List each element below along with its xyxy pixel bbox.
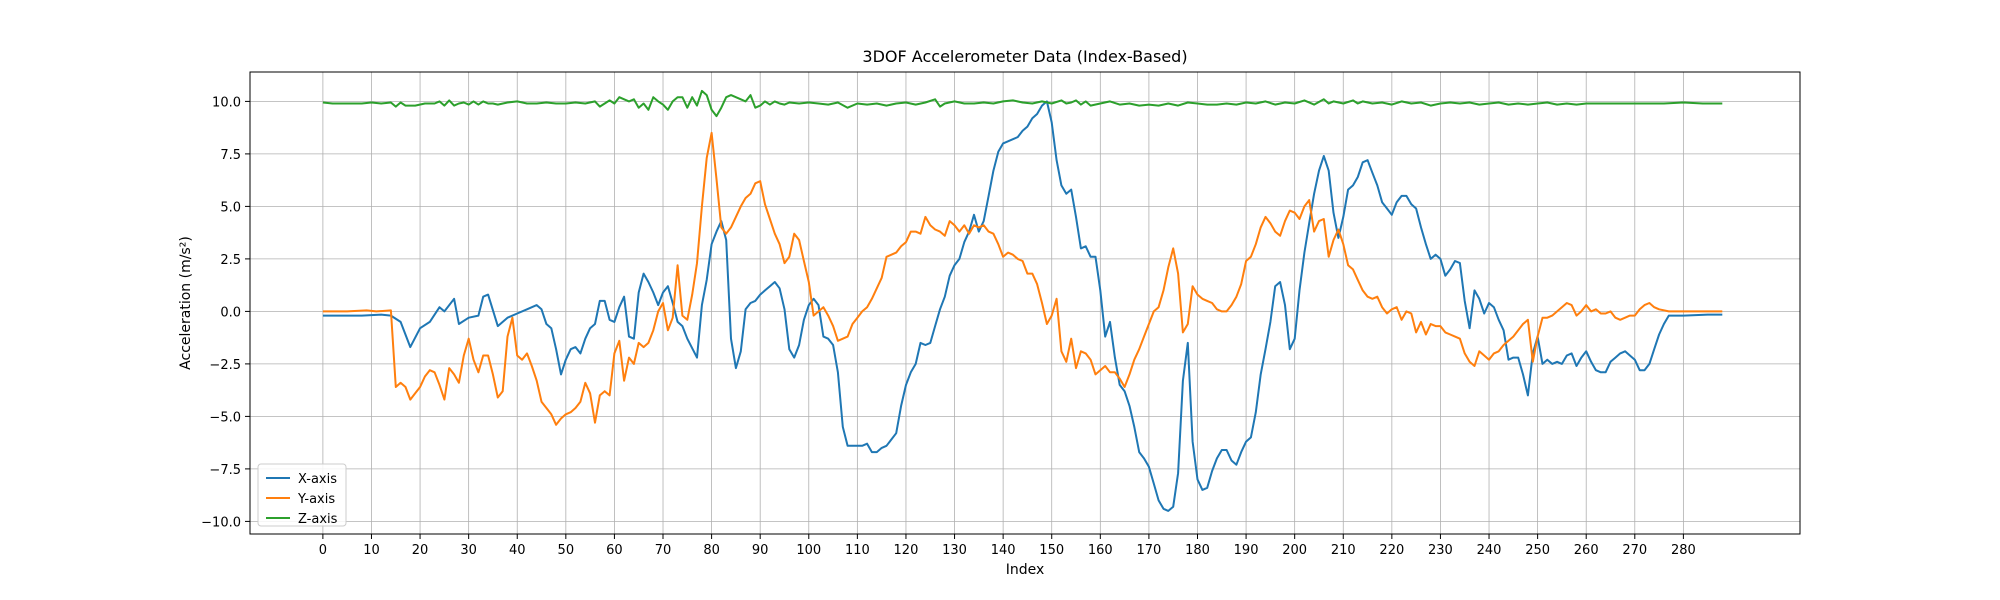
legend-box xyxy=(257,463,347,527)
x-tick-label: 0 xyxy=(319,543,327,558)
x-tick-label: 200 xyxy=(1282,543,1307,558)
y-axis-label: Acceleration (m/s²) xyxy=(178,236,194,370)
x-tick-label: 250 xyxy=(1525,543,1550,558)
x-tick-label: 20 xyxy=(412,543,429,558)
x-tick-label: 120 xyxy=(894,543,919,558)
x-tick-label: 110 xyxy=(845,543,870,558)
x-tick-label: 10 xyxy=(363,543,380,558)
y-tick-label: 5.0 xyxy=(220,200,241,215)
y-tick-label: −10.0 xyxy=(201,515,241,530)
x-tick-label: 80 xyxy=(703,543,720,558)
x-tick-label: 150 xyxy=(1039,543,1064,558)
plot-frame xyxy=(249,71,1801,535)
x-tick-label: 100 xyxy=(796,543,821,558)
y-tick-label: −7.5 xyxy=(209,463,241,478)
y-tick-label: 10.0 xyxy=(212,95,241,110)
grid xyxy=(250,72,1800,534)
x-tick-label: 280 xyxy=(1671,543,1696,558)
x-axis-label: Index xyxy=(1006,562,1045,578)
x-tick-label: 230 xyxy=(1428,543,1453,558)
x-tick-label: 210 xyxy=(1331,543,1356,558)
x-tick-label: 170 xyxy=(1136,543,1161,558)
y-tick-label: 0.0 xyxy=(220,305,241,320)
x-tick-label: 130 xyxy=(942,543,967,558)
series-line-y-axis xyxy=(322,131,1723,426)
x-axis-ticks: 0 10 20 30 40 50 60 70 80 90 100 110 120 130 140 150 160… xyxy=(319,534,1696,558)
x-tick-label: 220 xyxy=(1379,543,1404,558)
x-tick-label: 40 xyxy=(509,543,526,558)
x-tick-label: 180 xyxy=(1185,543,1210,558)
x-tick-label: 50 xyxy=(558,543,575,558)
x-tick-label: 240 xyxy=(1477,543,1502,558)
x-tick-label: 260 xyxy=(1574,543,1599,558)
series-line-x-axis xyxy=(322,100,1723,512)
legend-label: Y-axis xyxy=(297,492,335,507)
legend-label: X-axis xyxy=(298,472,337,487)
y-tick-label: −2.5 xyxy=(209,358,241,373)
y-tick-label: 2.5 xyxy=(220,253,241,268)
x-tick-label: 160 xyxy=(1088,543,1113,558)
legend-label: Z-axis xyxy=(298,512,338,527)
x-tick-label: 70 xyxy=(655,543,672,558)
x-tick-label: 190 xyxy=(1234,543,1259,558)
legend: X-axis Y-axis Z-axis xyxy=(257,463,347,527)
x-tick-label: 270 xyxy=(1622,543,1647,558)
x-tick-label: 90 xyxy=(752,543,769,558)
x-tick-label: 30 xyxy=(460,543,477,558)
x-tick-label: 60 xyxy=(606,543,623,558)
y-axis-ticks: −10.0 −7.5 −5.0 −2.5 0.0 2.5 5.0 7.5 10.0 xyxy=(201,95,250,530)
chart-title: 3DOF Accelerometer Data (Index-Based) xyxy=(862,47,1187,66)
x-tick-label: 140 xyxy=(991,543,1016,558)
y-tick-label: −5.0 xyxy=(209,410,241,425)
y-tick-label: 7.5 xyxy=(220,148,241,163)
series-lines xyxy=(322,89,1723,512)
series-line-z-axis xyxy=(322,89,1723,118)
